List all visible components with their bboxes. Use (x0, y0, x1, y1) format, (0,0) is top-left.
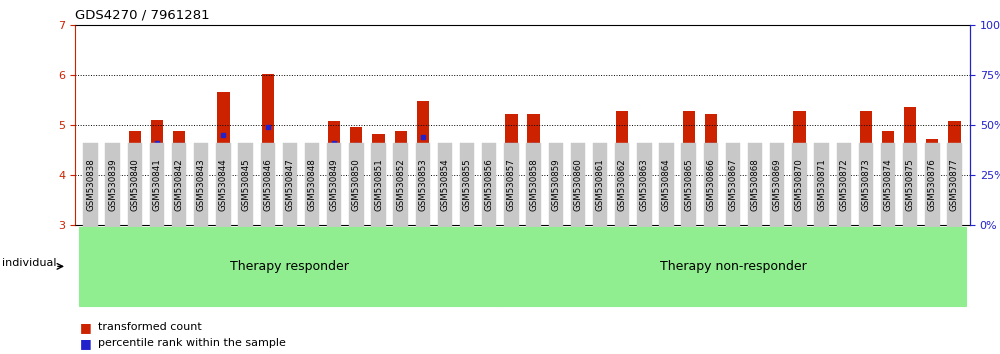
Bar (638, 197, 650, 225)
Text: GSM530850: GSM530850 (352, 159, 361, 211)
Text: GSM530876: GSM530876 (928, 159, 937, 211)
Bar (749, 171, 761, 225)
Bar (107, 180, 119, 225)
Text: GSM530856: GSM530856 (485, 159, 494, 211)
Text: GSM530868: GSM530868 (751, 159, 760, 211)
Bar (838, 144, 850, 225)
Bar (483, 144, 495, 225)
Text: GSM530842: GSM530842 (175, 159, 184, 211)
Bar (505, 114, 518, 225)
Text: GSM530844: GSM530844 (219, 159, 228, 211)
Text: GSM530862: GSM530862 (618, 159, 627, 211)
Bar (239, 208, 252, 225)
Bar (417, 101, 429, 225)
Bar (860, 111, 872, 225)
Text: GSM530869: GSM530869 (773, 159, 782, 211)
Text: GSM530867: GSM530867 (728, 159, 737, 211)
Text: GSM530840: GSM530840 (130, 159, 139, 211)
Text: GSM530843: GSM530843 (197, 159, 206, 211)
Bar (660, 221, 673, 225)
Text: GSM530846: GSM530846 (263, 159, 272, 211)
Text: GSM530866: GSM530866 (706, 159, 715, 211)
Text: GSM530877: GSM530877 (950, 159, 959, 211)
Text: GSM530853: GSM530853 (418, 159, 427, 211)
Bar (461, 156, 473, 225)
Bar (948, 121, 961, 225)
Bar (705, 114, 717, 225)
Text: GDS4270 / 7961281: GDS4270 / 7961281 (75, 9, 210, 22)
Text: GSM530859: GSM530859 (551, 159, 560, 211)
Bar (129, 131, 141, 225)
Bar (683, 111, 695, 225)
Bar (151, 120, 163, 225)
Text: GSM530858: GSM530858 (529, 159, 538, 211)
Text: Therapy responder: Therapy responder (230, 260, 349, 273)
Bar (727, 197, 739, 225)
Text: ■: ■ (80, 337, 92, 350)
Bar (306, 147, 318, 225)
Bar (616, 111, 628, 225)
Bar (284, 161, 296, 225)
Text: GSM530838: GSM530838 (86, 159, 95, 211)
Bar (815, 182, 828, 225)
Text: GSM530871: GSM530871 (817, 159, 826, 211)
Bar (262, 74, 274, 225)
Text: GSM530845: GSM530845 (241, 159, 250, 211)
Bar (594, 154, 606, 225)
Bar (527, 114, 540, 225)
Text: GSM530864: GSM530864 (662, 159, 671, 211)
Text: transformed count: transformed count (98, 322, 202, 332)
Text: ■: ■ (80, 321, 92, 334)
Bar (372, 134, 385, 225)
Text: percentile rank within the sample: percentile rank within the sample (98, 338, 286, 348)
Text: GSM530863: GSM530863 (640, 159, 649, 211)
Text: GSM530860: GSM530860 (573, 159, 582, 211)
Text: GSM530870: GSM530870 (795, 159, 804, 211)
Bar (904, 107, 916, 225)
Text: GSM530861: GSM530861 (596, 159, 605, 211)
Bar (793, 111, 806, 225)
Text: GSM530874: GSM530874 (884, 159, 893, 211)
Text: GSM530873: GSM530873 (861, 159, 870, 211)
Bar (173, 131, 185, 225)
Text: GSM530851: GSM530851 (374, 159, 383, 211)
Text: GSM530852: GSM530852 (396, 159, 405, 211)
Bar (84, 147, 97, 225)
Text: GSM530847: GSM530847 (285, 159, 294, 211)
Bar (882, 131, 894, 225)
Text: GSM530875: GSM530875 (906, 159, 915, 211)
Bar (439, 156, 451, 225)
Text: GSM530841: GSM530841 (152, 159, 161, 211)
Text: GSM530848: GSM530848 (308, 159, 317, 211)
Text: individual: individual (2, 258, 56, 268)
Text: GSM530839: GSM530839 (108, 159, 117, 211)
Bar (926, 139, 938, 225)
Text: GSM530857: GSM530857 (507, 159, 516, 211)
Bar (195, 152, 207, 225)
Text: GSM530854: GSM530854 (440, 159, 449, 211)
Text: GSM530855: GSM530855 (463, 159, 472, 211)
Bar (572, 216, 584, 225)
Text: Therapy non-responder: Therapy non-responder (660, 260, 806, 273)
Bar (550, 197, 562, 225)
Bar (395, 131, 407, 225)
Bar (350, 127, 362, 225)
Text: GSM530865: GSM530865 (684, 159, 693, 211)
Bar (771, 144, 783, 225)
Text: GSM530872: GSM530872 (839, 159, 848, 211)
Bar (217, 92, 230, 225)
Text: GSM530849: GSM530849 (330, 159, 339, 211)
Bar (328, 121, 340, 225)
